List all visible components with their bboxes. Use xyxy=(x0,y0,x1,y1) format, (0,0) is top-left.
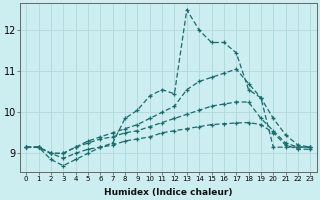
X-axis label: Humidex (Indice chaleur): Humidex (Indice chaleur) xyxy=(104,188,233,197)
